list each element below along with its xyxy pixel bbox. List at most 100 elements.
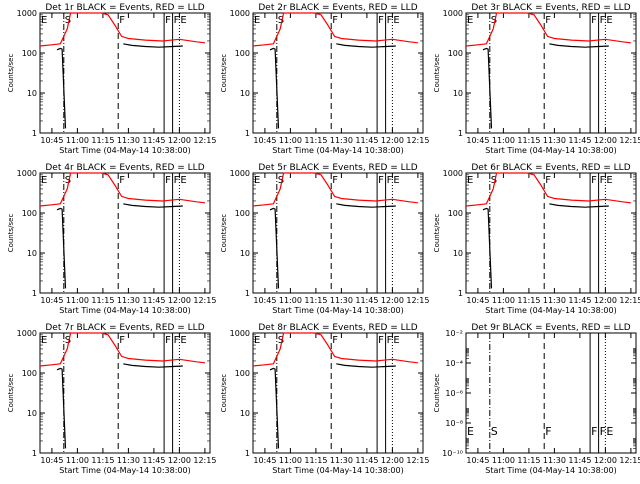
panel-title: Det 9r BLACK = Events, RED = LLD xyxy=(471,323,630,333)
x-tick-label: 12:15 xyxy=(619,296,640,305)
x-tick-label: 11:45 xyxy=(568,456,591,465)
x-tick-label: 12:15 xyxy=(193,296,216,305)
x-tick-label: 11:45 xyxy=(142,296,165,305)
marker-label: S xyxy=(65,175,71,186)
marker-label: E xyxy=(41,15,47,26)
x-axis-label: Start Time (04-May-14 10:38:00) xyxy=(59,146,190,155)
series-events-line xyxy=(56,43,183,129)
x-tick-label: 11:45 xyxy=(568,296,591,305)
marker-label: E xyxy=(254,15,260,26)
y-tick-label: 1000 xyxy=(17,9,37,18)
x-tick-label: 10:45 xyxy=(253,296,276,305)
marker-label: F xyxy=(332,335,338,346)
x-tick-label: 11:45 xyxy=(355,296,378,305)
series-events-line xyxy=(269,203,396,289)
marker-label: F xyxy=(387,15,393,26)
marker-label: E xyxy=(41,335,47,346)
y-tick-label: 10⁻¹⁰ xyxy=(442,449,463,458)
marker-label: F xyxy=(600,175,606,186)
panel-2: Det 2r BLACK = Events, RED = LLD 1 10 100 10… xyxy=(220,3,429,155)
x-tick-label: 11:00 xyxy=(66,456,89,465)
x-tick-label: 11:00 xyxy=(492,456,515,465)
marker-label: F xyxy=(332,175,338,186)
x-tick-label: 11:00 xyxy=(279,456,302,465)
x-tick-label: 11:00 xyxy=(279,296,302,305)
panel-title: Det 4r BLACK = Events, RED = LLD xyxy=(45,163,204,173)
y-tick-label: 10 xyxy=(453,89,463,98)
x-tick-label: 11:00 xyxy=(66,296,89,305)
y-tick-label: 10 xyxy=(27,249,37,258)
x-tick-label: 11:30 xyxy=(330,296,353,305)
x-tick-label: 12:00 xyxy=(168,456,191,465)
panel-6: Det 6r BLACK = Events, RED = LLD 1 10 100 10… xyxy=(433,163,640,315)
x-axis-label: Start Time (04-May-14 10:38:00) xyxy=(59,306,190,315)
x-tick-label: 12:00 xyxy=(381,456,404,465)
marker-label: E xyxy=(393,15,399,26)
marker-label: F xyxy=(600,15,606,26)
x-tick-label: 11:15 xyxy=(91,296,114,305)
x-tick-label: 12:00 xyxy=(594,136,617,145)
x-tick-label: 11:45 xyxy=(355,456,378,465)
y-tick-label: 10⁻⁴ xyxy=(445,359,463,368)
marker-label: E xyxy=(254,335,260,346)
y-axis-label: Counts/sec xyxy=(433,214,441,253)
y-tick-label: 10 xyxy=(27,409,37,418)
marker-label: F xyxy=(591,15,597,26)
marker-label: S xyxy=(491,15,497,26)
x-tick-label: 12:15 xyxy=(619,456,640,465)
x-tick-label: 11:30 xyxy=(543,296,566,305)
y-tick-label: 100 xyxy=(235,369,250,378)
y-tick-label: 1000 xyxy=(230,9,250,18)
y-tick-label: 100 xyxy=(22,49,37,58)
y-tick-label: 1 xyxy=(245,289,250,298)
y-axis-label: Counts/sec xyxy=(7,214,15,253)
y-tick-label: 100 xyxy=(448,49,463,58)
x-tick-label: 11:00 xyxy=(279,136,302,145)
series-events-line xyxy=(269,363,396,449)
x-tick-label: 11:30 xyxy=(117,136,140,145)
x-tick-label: 10:45 xyxy=(466,136,489,145)
marker-label: E xyxy=(467,425,474,438)
x-tick-label: 11:30 xyxy=(117,296,140,305)
marker-label: E xyxy=(393,335,399,346)
marker-label: F xyxy=(174,15,180,26)
x-tick-label: 11:15 xyxy=(517,456,540,465)
y-tick-label: 10 xyxy=(453,249,463,258)
x-tick-label: 11:15 xyxy=(91,456,114,465)
y-tick-label: 1 xyxy=(245,449,250,458)
y-axis-label: Counts/sec xyxy=(7,374,15,413)
series-lld-line xyxy=(252,172,418,207)
x-tick-label: 10:45 xyxy=(40,456,63,465)
y-tick-label: 1000 xyxy=(443,169,463,178)
y-tick-label: 1 xyxy=(32,129,37,138)
marker-label: F xyxy=(378,175,384,186)
x-tick-label: 12:00 xyxy=(594,296,617,305)
panel-4: Det 4r BLACK = Events, RED = LLD 1 10 100 10… xyxy=(7,163,216,315)
x-tick-label: 11:45 xyxy=(355,136,378,145)
y-tick-label: 100 xyxy=(235,49,250,58)
panel-1: Det 1r BLACK = Events, RED = LLD 1 10 100 10… xyxy=(7,3,216,155)
x-tick-label: 11:30 xyxy=(330,456,353,465)
x-tick-label: 11:00 xyxy=(66,136,89,145)
x-tick-label: 12:15 xyxy=(406,136,429,145)
panel-title: Det 8r BLACK = Events, RED = LLD xyxy=(258,323,417,333)
marker-label: F xyxy=(119,335,125,346)
marker-label: E xyxy=(606,15,612,26)
marker-label: S xyxy=(65,15,71,26)
y-tick-label: 100 xyxy=(448,209,463,218)
marker-label: E xyxy=(180,15,186,26)
panel-title: Det 2r BLACK = Events, RED = LLD xyxy=(258,3,417,13)
series-events-line xyxy=(482,203,609,289)
panel-7: Det 7r BLACK = Events, RED = LLD 1 10 100 10… xyxy=(7,323,216,475)
series-events-line xyxy=(56,363,183,449)
marker-label: E xyxy=(180,175,186,186)
series-lld-line xyxy=(39,172,205,207)
x-tick-label: 12:15 xyxy=(406,296,429,305)
y-tick-label: 1000 xyxy=(230,329,250,338)
x-tick-label: 11:45 xyxy=(142,136,165,145)
x-tick-label: 12:00 xyxy=(381,136,404,145)
y-tick-label: 1000 xyxy=(230,169,250,178)
x-tick-label: 10:45 xyxy=(253,456,276,465)
x-tick-label: 11:15 xyxy=(91,136,114,145)
